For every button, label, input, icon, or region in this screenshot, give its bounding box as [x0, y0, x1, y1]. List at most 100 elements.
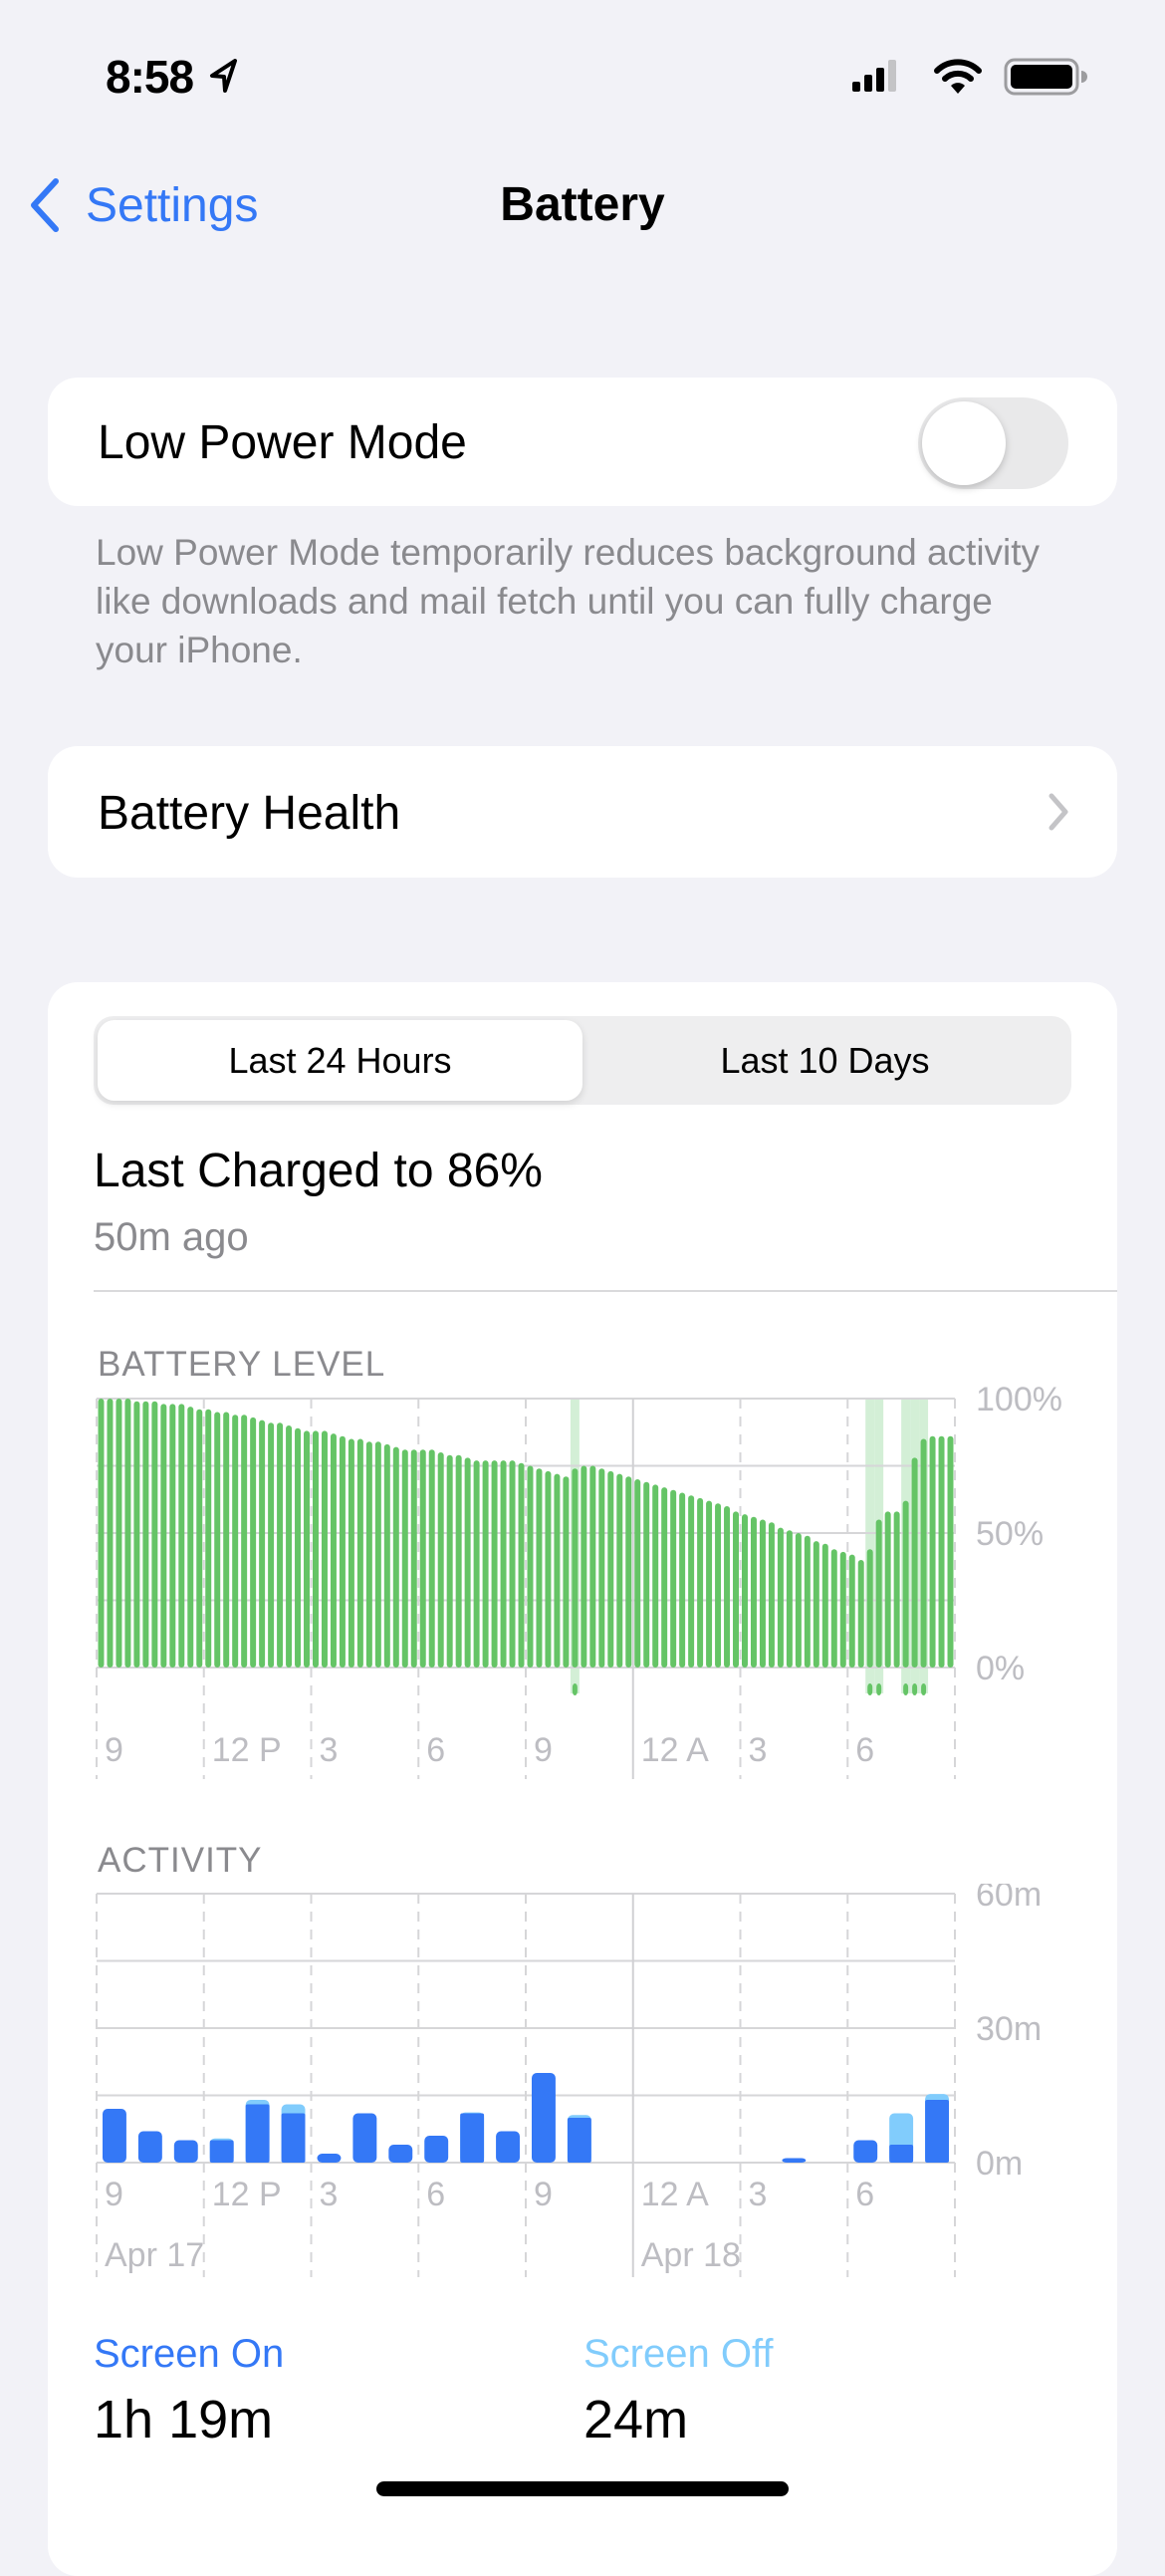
screen-on-bar [281, 2113, 306, 2163]
battery-bar [598, 1468, 605, 1668]
chevron-left-icon [31, 178, 59, 232]
battery-bar [875, 1519, 882, 1668]
screen-off-label: Screen Off [583, 2332, 774, 2376]
screen-on-bar [853, 2140, 878, 2163]
x-tick-label: 9 [534, 1731, 553, 1769]
battery-bar [295, 1427, 302, 1668]
screen-on-bar [352, 2113, 377, 2163]
battery-bar [724, 1506, 731, 1668]
x-tick-label: 12 P [212, 2176, 282, 2213]
battery-bar [786, 1530, 793, 1668]
activity-chart: 9 12 P 3 6 9 12 A 3 6 Apr 17 Apr 18 60m 30m 0m [96, 1884, 1042, 2277]
battery-bar [187, 1407, 194, 1668]
battery-bar [768, 1522, 775, 1668]
chevron-right-icon [1048, 793, 1068, 831]
battery-bar [821, 1543, 828, 1668]
low-power-label: Low Power Mode [98, 416, 467, 469]
battery-bar [446, 1454, 453, 1668]
battery-bar [500, 1460, 507, 1668]
screen-on-bar [532, 2073, 556, 2163]
home-indicator[interactable] [376, 2481, 789, 2496]
x-tick-label: 6 [855, 2176, 874, 2213]
x-tick-label: 12 P [212, 1731, 282, 1769]
charging-indicator [903, 1683, 909, 1695]
battery-health-row[interactable]: Battery Health [48, 746, 1117, 878]
battery-bar [205, 1409, 212, 1668]
battery-bar [643, 1481, 650, 1668]
battery-bar [313, 1430, 319, 1668]
status-time: 8:58 [106, 51, 194, 103]
battery-bar [759, 1519, 766, 1668]
battery-bar [151, 1401, 158, 1668]
screen-on-bar [567, 2118, 591, 2163]
battery-bar [133, 1401, 140, 1668]
battery-bar [374, 1441, 381, 1668]
battery-bar [401, 1449, 408, 1668]
battery-bar [304, 1430, 310, 1668]
x-tick-label: 9 [534, 2176, 553, 2213]
screen-on-bar [496, 2131, 520, 2163]
tab-last-24-hours[interactable]: Last 24 Hours [98, 1020, 582, 1101]
wifi-icon [934, 59, 982, 94]
y-tick-label: 0% [976, 1650, 1025, 1687]
battery-bar [616, 1473, 623, 1668]
battery-bar [241, 1415, 248, 1668]
battery-bar [259, 1419, 266, 1668]
battery-bar [419, 1449, 426, 1668]
screen-on-bar [173, 2140, 198, 2163]
screen-on-bar [209, 2140, 234, 2163]
battery-bar [482, 1460, 489, 1668]
battery-bar [160, 1404, 167, 1668]
battery-bar [491, 1460, 498, 1668]
battery-bar [232, 1415, 239, 1668]
battery-bar [777, 1527, 784, 1668]
charging-indicator [912, 1683, 918, 1695]
battery-bar [554, 1473, 561, 1668]
battery-bar [107, 1399, 114, 1668]
battery-bar [938, 1435, 945, 1668]
battery-bar [884, 1511, 891, 1668]
battery-bar [356, 1438, 363, 1668]
time-range-segmented-control: Last 24 Hours Last 10 Days [94, 1016, 1071, 1105]
tab-last-10-days[interactable]: Last 10 Days [720, 1039, 930, 1081]
battery-bar [688, 1495, 695, 1668]
screen-on-bar [245, 2104, 270, 2163]
charging-indicator [921, 1683, 927, 1695]
battery-bar [410, 1449, 417, 1668]
battery-bar [795, 1533, 802, 1668]
battery-bar [920, 1438, 927, 1668]
battery-bar [706, 1500, 713, 1668]
battery-bar [455, 1454, 462, 1668]
battery-bar [116, 1399, 122, 1668]
battery-bar [518, 1462, 525, 1668]
screen-on-bar [317, 2154, 342, 2163]
battery-bar [536, 1468, 543, 1668]
battery-bar [428, 1449, 435, 1668]
cellular-signal-icon [852, 60, 896, 92]
battery-bar [848, 1554, 855, 1668]
charging-indicator [876, 1683, 882, 1695]
battery-bar [670, 1489, 677, 1668]
battery-bar [124, 1399, 131, 1668]
low-power-toggle[interactable] [918, 397, 1068, 489]
battery-bar [715, 1503, 722, 1668]
back-button[interactable]: Settings [24, 175, 258, 235]
toggle-knob [922, 401, 1006, 485]
screen-on-bar [424, 2136, 449, 2163]
battery-bar [321, 1430, 328, 1668]
date-label: Apr 17 [105, 2236, 204, 2274]
battery-level-title: BATTERY LEVEL [98, 1345, 386, 1384]
battery-bar [330, 1433, 337, 1668]
battery-bar [857, 1560, 864, 1668]
screen-on-bar [137, 2131, 162, 2163]
battery-bar [839, 1551, 846, 1668]
battery-bar [902, 1500, 909, 1668]
screen-on-bar [460, 2113, 485, 2163]
battery-bar [652, 1484, 659, 1668]
charging-indicator [867, 1683, 873, 1695]
charging-band [865, 1399, 875, 1693]
x-tick-label: 9 [105, 2176, 123, 2213]
battery-bar [572, 1468, 579, 1668]
battery-bar [697, 1497, 704, 1668]
battery-bar [383, 1443, 390, 1668]
